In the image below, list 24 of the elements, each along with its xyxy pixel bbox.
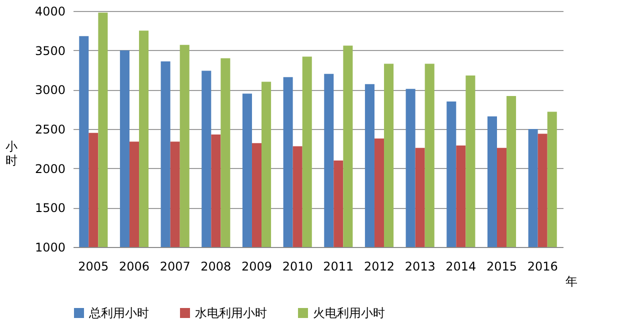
- x-tick-label: 2009: [241, 260, 272, 274]
- y-tick-label: 1000: [34, 240, 66, 254]
- y-tick-label: 3500: [34, 44, 66, 58]
- x-tick-label: 2012: [364, 260, 395, 274]
- x-tick-label: 2011: [323, 260, 354, 274]
- y-tick-label: 3000: [34, 83, 66, 98]
- legend-label: 水电利用小时: [195, 306, 267, 320]
- y-tick-label: 4000: [34, 4, 66, 18]
- legend-label: 总利用小时: [88, 306, 149, 320]
- y-axis-title: 小时: [6, 140, 18, 168]
- x-tick-label: 2005: [78, 260, 109, 274]
- x-tick-label: 2016: [527, 260, 558, 274]
- x-axis-title: 年: [566, 274, 578, 288]
- y-tick-label: 2000: [34, 162, 66, 176]
- x-tick-label: 2008: [200, 260, 232, 274]
- x-tick-label: 2007: [160, 260, 190, 274]
- legend-label: 火电利用小时: [313, 306, 385, 320]
- x-tick-label: 2013: [404, 260, 436, 274]
- y-tick-label: 1500: [34, 201, 66, 216]
- y-tick-label: 2500: [34, 122, 66, 136]
- x-tick-label: 2006: [118, 260, 150, 274]
- x-tick-label: 2015: [486, 260, 518, 274]
- x-tick-label: 2014: [446, 260, 476, 274]
- x-tick-label: 2010: [282, 260, 313, 274]
